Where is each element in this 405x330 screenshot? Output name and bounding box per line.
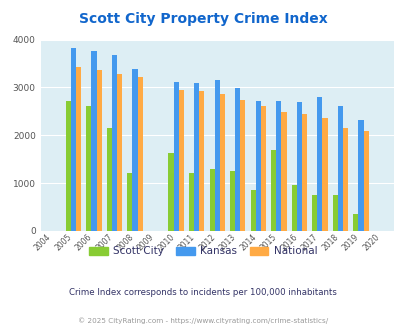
Bar: [199, 91, 204, 231]
Bar: [332, 195, 337, 231]
Bar: [137, 78, 143, 231]
Bar: [76, 67, 81, 231]
Text: Scott City Property Crime Index: Scott City Property Crime Index: [79, 12, 326, 25]
Bar: [281, 112, 286, 231]
Bar: [255, 101, 260, 231]
Bar: [352, 214, 358, 231]
Text: © 2025 CityRating.com - https://www.cityrating.com/crime-statistics/: © 2025 CityRating.com - https://www.city…: [78, 317, 327, 324]
Bar: [96, 70, 101, 231]
Bar: [271, 150, 275, 231]
Bar: [66, 101, 71, 231]
Bar: [214, 80, 219, 231]
Bar: [311, 195, 317, 231]
Bar: [291, 185, 296, 231]
Bar: [230, 171, 234, 231]
Bar: [112, 55, 117, 231]
Bar: [127, 173, 132, 231]
Text: Crime Index corresponds to incidents per 100,000 inhabitants: Crime Index corresponds to incidents per…: [69, 288, 336, 297]
Bar: [132, 69, 137, 231]
Bar: [342, 128, 347, 231]
Bar: [209, 169, 214, 231]
Bar: [91, 51, 96, 231]
Bar: [86, 106, 91, 231]
Bar: [301, 114, 306, 231]
Bar: [168, 152, 173, 231]
Bar: [219, 94, 224, 231]
Bar: [178, 90, 183, 231]
Bar: [358, 120, 362, 231]
Bar: [194, 83, 199, 231]
Bar: [234, 88, 240, 231]
Bar: [322, 117, 327, 231]
Bar: [240, 100, 245, 231]
Bar: [275, 101, 281, 231]
Bar: [173, 82, 178, 231]
Bar: [107, 128, 112, 231]
Bar: [117, 74, 122, 231]
Bar: [337, 106, 342, 231]
Bar: [317, 97, 322, 231]
Bar: [188, 173, 194, 231]
Legend: Scott City, Kansas, National: Scott City, Kansas, National: [84, 242, 321, 260]
Bar: [260, 106, 265, 231]
Bar: [296, 102, 301, 231]
Bar: [250, 190, 255, 231]
Bar: [362, 130, 368, 231]
Bar: [71, 48, 76, 231]
